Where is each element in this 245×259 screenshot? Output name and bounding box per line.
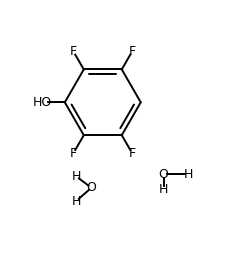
- Text: H: H: [72, 170, 81, 183]
- Text: H: H: [72, 195, 81, 207]
- Text: F: F: [129, 45, 136, 57]
- Text: F: F: [70, 45, 77, 57]
- Text: H: H: [159, 183, 168, 196]
- Text: F: F: [70, 147, 77, 160]
- Text: H: H: [184, 168, 193, 181]
- Text: F: F: [129, 147, 136, 160]
- Text: HO: HO: [32, 96, 52, 109]
- Text: O: O: [159, 168, 169, 181]
- Text: O: O: [86, 181, 96, 194]
